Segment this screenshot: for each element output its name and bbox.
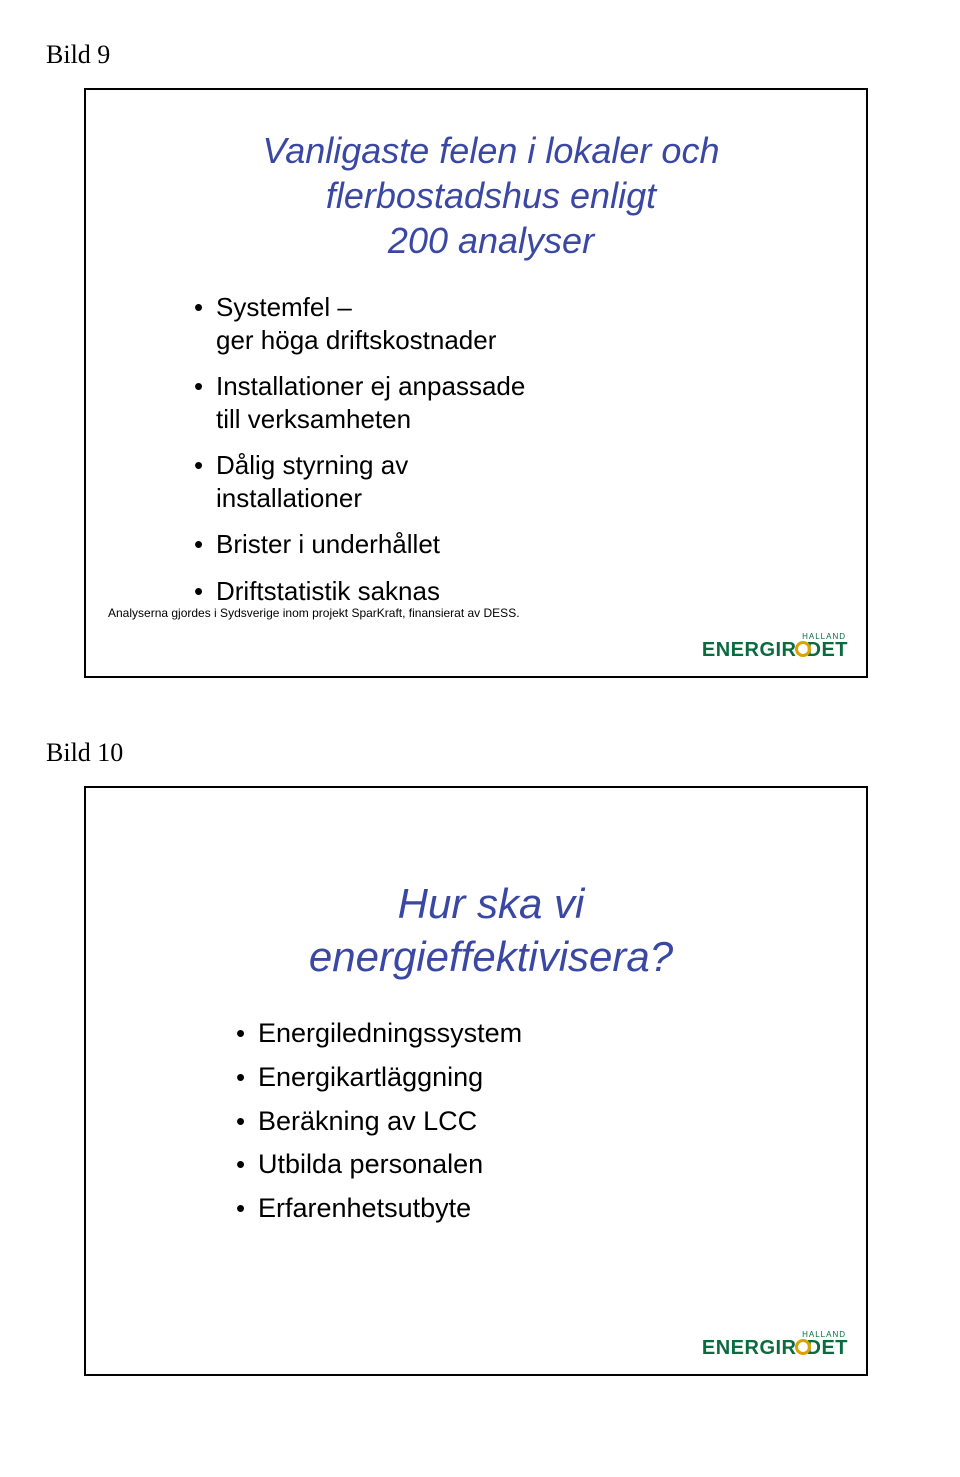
bullet-item: Brister i underhållet <box>194 528 806 561</box>
slide-9: Vanligaste felen i lokaler och flerbosta… <box>84 88 868 678</box>
bullet-text: till verksamheten <box>216 404 411 434</box>
bullet-text: Driftstatistik saknas <box>216 576 440 606</box>
bullet-text: Systemfel – <box>216 292 352 322</box>
spacer <box>50 678 910 738</box>
title-line: flerbostadshus enligt <box>326 175 656 216</box>
logo-main: ENERGIR DET <box>702 1338 848 1358</box>
bullet-text: Energikartläggning <box>258 1062 483 1092</box>
logo: HALLAND ENERGIR DET <box>702 1331 848 1358</box>
ring-icon <box>795 641 811 657</box>
slide-9-footnote: Analyserna gjordes i Sydsverige inom pro… <box>108 606 520 620</box>
logo-text-part1: ENERGIR <box>702 640 797 660</box>
logo-text-part2: DET <box>807 1338 849 1358</box>
title-line: Hur ska vi <box>398 880 585 927</box>
bullet-item: Driftstatistik saknas <box>194 575 806 608</box>
bullet-text: Installationer ej anpassade <box>216 371 525 401</box>
document-page: Bild 9 Vanligaste felen i lokaler och fl… <box>0 0 960 1456</box>
bullet-item: Energikartläggning <box>236 1061 806 1095</box>
bullet-text: Energiledningssystem <box>258 1018 522 1048</box>
bullet-text: ger höga driftskostnader <box>216 325 496 355</box>
logo-text-part1: ENERGIR <box>702 1338 797 1358</box>
slide-10: Hur ska vi energieffektivisera? Energile… <box>84 786 868 1376</box>
bullet-item: Beräkning av LCC <box>236 1105 806 1139</box>
slide-10-title: Hur ska vi energieffektivisera? <box>176 878 806 983</box>
title-line: 200 analyser <box>388 220 594 261</box>
title-line: Vanligaste felen i lokaler och <box>263 130 720 171</box>
slide-9-title: Vanligaste felen i lokaler och flerbosta… <box>176 128 806 263</box>
bullet-item: Energiledningssystem <box>236 1017 806 1051</box>
slide-9-bullets: Systemfel – ger höga driftskostnader Ins… <box>194 291 806 607</box>
title-line: energieffektivisera? <box>309 933 673 980</box>
ring-icon <box>795 1339 811 1355</box>
bullet-item: Systemfel – ger höga driftskostnader <box>194 291 806 356</box>
logo: HALLAND ENERGIR DET <box>702 633 848 660</box>
bullet-item: Installationer ej anpassade till verksam… <box>194 370 806 435</box>
bullet-text: Brister i underhållet <box>216 529 440 559</box>
bullet-item: Erfarenhetsutbyte <box>236 1192 806 1226</box>
slide-label-10: Bild 10 <box>46 738 910 768</box>
bullet-text: installationer <box>216 483 362 513</box>
slide-label-9: Bild 9 <box>46 40 910 70</box>
slide-10-bullets: Energiledningssystem Energikartläggning … <box>236 1017 806 1226</box>
bullet-text: Erfarenhetsutbyte <box>258 1193 471 1223</box>
bullet-item: Dålig styrning av installationer <box>194 449 806 514</box>
logo-main: ENERGIR DET <box>702 640 848 660</box>
bullet-text: Utbilda personalen <box>258 1149 483 1179</box>
bullet-text: Dålig styrning av <box>216 450 408 480</box>
logo-text-part2: DET <box>807 640 849 660</box>
bullet-text: Beräkning av LCC <box>258 1106 477 1136</box>
bullet-item: Utbilda personalen <box>236 1148 806 1182</box>
